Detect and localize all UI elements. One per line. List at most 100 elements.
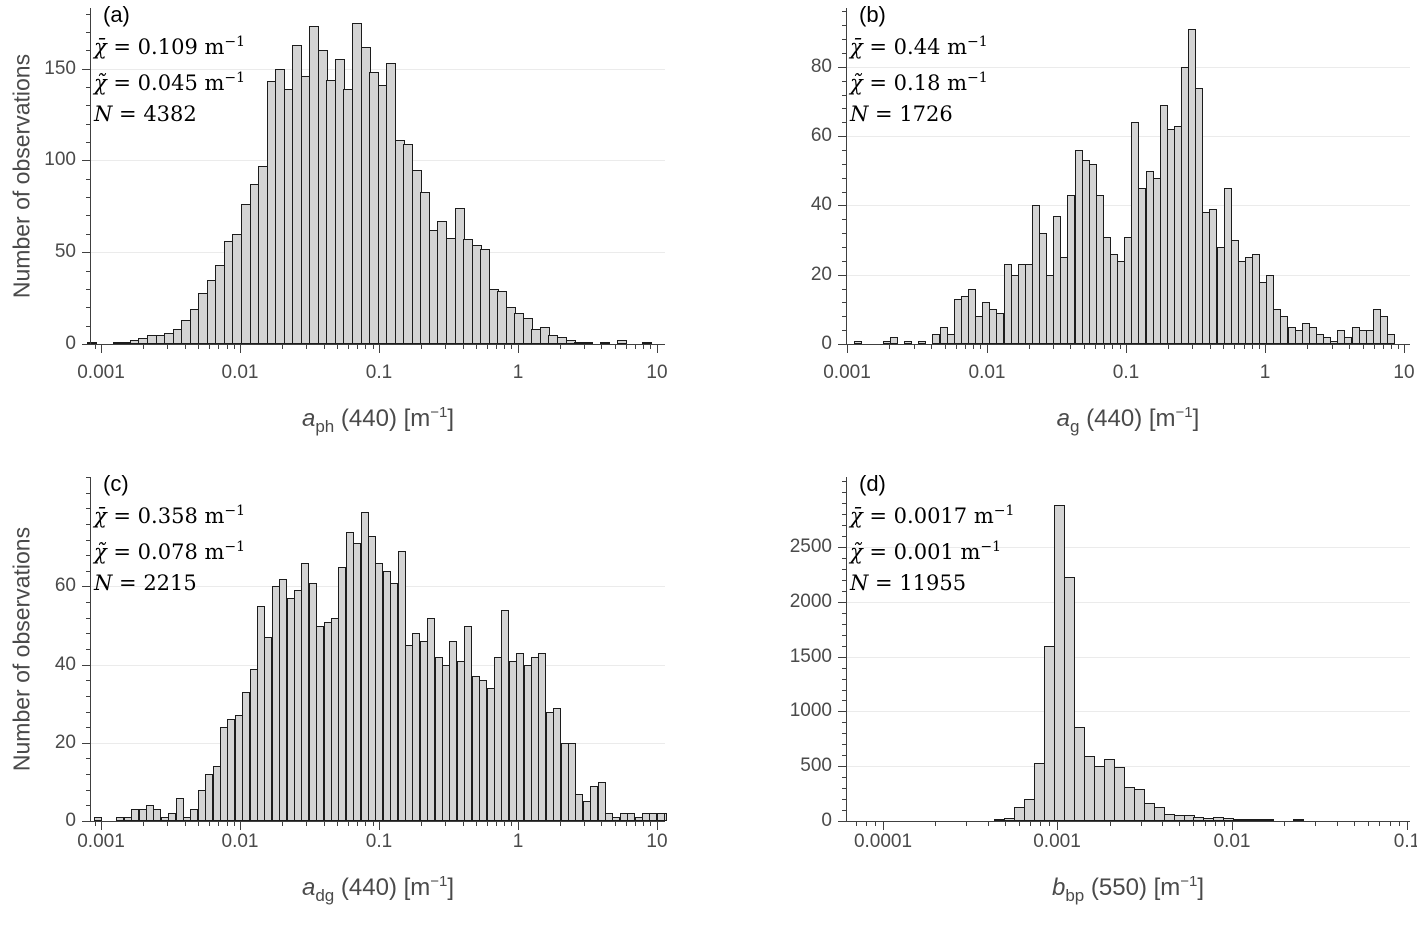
histogram-bar bbox=[649, 813, 657, 821]
y-minor-tick bbox=[842, 164, 846, 165]
y-minor-tick bbox=[842, 178, 846, 179]
histogram-bar bbox=[353, 543, 361, 821]
stats-line: N = 11955 bbox=[850, 571, 967, 595]
x-minor-tick bbox=[167, 345, 168, 349]
y-minor-tick bbox=[842, 755, 846, 756]
x-minor-tick bbox=[324, 822, 325, 826]
y-tick bbox=[838, 821, 846, 822]
x-minor-tick bbox=[635, 822, 636, 826]
stats-line: χ̃ = 0.18 m−1 bbox=[850, 70, 988, 95]
histogram-bar bbox=[918, 341, 926, 344]
x-minor-tick bbox=[866, 822, 867, 826]
stats-line: χ̃ = 0.001 m−1 bbox=[850, 539, 1002, 564]
y-minor-tick bbox=[86, 87, 90, 88]
y-tick-label: 0 bbox=[821, 333, 832, 354]
x-minor-tick bbox=[218, 822, 219, 826]
x-minor-tick bbox=[365, 345, 366, 349]
x-tick-label: 10 bbox=[1393, 362, 1415, 383]
x-minor-tick bbox=[445, 822, 446, 826]
x-minor-tick bbox=[348, 345, 349, 349]
y-minor-tick bbox=[842, 219, 846, 220]
histogram-bar bbox=[205, 774, 213, 821]
x-minor-tick bbox=[1349, 345, 1350, 349]
y-minor-tick bbox=[86, 477, 90, 478]
y-minor-tick bbox=[842, 492, 846, 493]
x-minor-tick bbox=[282, 345, 283, 349]
y-minor-tick bbox=[842, 733, 846, 734]
y-minor-tick bbox=[842, 481, 846, 482]
x-minor-tick bbox=[511, 822, 512, 826]
x-minor-tick bbox=[1337, 822, 1338, 826]
x-tick bbox=[1404, 345, 1405, 353]
x-minor-tick bbox=[1210, 345, 1211, 349]
y-tick-label: 20 bbox=[810, 264, 832, 285]
x-tick-label: 0.01 bbox=[221, 362, 259, 383]
x-minor-tick bbox=[560, 345, 561, 349]
histogram-bar bbox=[1280, 316, 1288, 344]
x-minor-tick bbox=[167, 822, 168, 826]
y-minor-tick bbox=[86, 32, 90, 33]
y-minor-tick bbox=[86, 618, 90, 619]
y-tick bbox=[82, 252, 90, 253]
histogram-bar bbox=[642, 342, 652, 344]
y-tick bbox=[838, 602, 846, 603]
x-tick bbox=[847, 345, 848, 353]
x-minor-tick bbox=[1215, 822, 1216, 826]
y-minor-tick bbox=[842, 261, 846, 262]
y-minor-tick bbox=[86, 307, 90, 308]
x-minor-tick bbox=[337, 345, 338, 349]
histogram-bar bbox=[501, 610, 509, 821]
x-minor-tick bbox=[1120, 345, 1121, 349]
x-minor-tick bbox=[980, 345, 981, 349]
y-minor-tick bbox=[86, 50, 90, 51]
x-minor-tick bbox=[1374, 345, 1375, 349]
y-axis-spine bbox=[90, 477, 91, 821]
x-minor-tick bbox=[956, 345, 957, 349]
y-tick-label: 1000 bbox=[789, 700, 832, 721]
histogram-bar bbox=[94, 817, 102, 821]
x-tick-label: 1 bbox=[1259, 362, 1271, 383]
stats-line: χ̄ = 0.109 m−1 bbox=[94, 34, 246, 59]
x-minor-tick bbox=[487, 345, 488, 349]
y-minor-tick bbox=[842, 613, 846, 614]
y-minor-tick bbox=[842, 558, 846, 559]
x-minor-tick bbox=[185, 345, 186, 349]
histogram-bar bbox=[612, 817, 620, 821]
histogram-bar bbox=[1380, 316, 1388, 344]
y-minor-tick bbox=[842, 810, 846, 811]
y-minor-tick bbox=[86, 289, 90, 290]
y-minor-tick bbox=[842, 722, 846, 723]
y-minor-tick bbox=[842, 690, 846, 691]
histogram-bar bbox=[1323, 337, 1331, 344]
y-minor-tick bbox=[86, 649, 90, 650]
y-tick bbox=[838, 275, 846, 276]
x-minor-tick bbox=[143, 822, 144, 826]
x-minor-tick bbox=[1368, 822, 1369, 826]
histogram-bar bbox=[1064, 577, 1075, 821]
y-minor-tick bbox=[842, 122, 846, 123]
y-tick-label: 60 bbox=[54, 575, 76, 596]
y-minor-tick bbox=[842, 316, 846, 317]
x-minor-tick bbox=[1049, 822, 1050, 826]
y-minor-tick bbox=[842, 624, 846, 625]
x-minor-tick bbox=[185, 822, 186, 826]
x-minor-tick bbox=[584, 822, 585, 826]
y-minor-tick bbox=[842, 777, 846, 778]
x-minor-tick bbox=[1053, 345, 1054, 349]
y-minor-tick bbox=[86, 179, 90, 180]
x-minor-tick bbox=[1141, 822, 1142, 826]
x-minor-tick bbox=[1379, 822, 1380, 826]
y-minor-tick bbox=[86, 271, 90, 272]
y-minor-tick bbox=[842, 646, 846, 647]
x-minor-tick bbox=[626, 345, 627, 349]
y-tick bbox=[82, 665, 90, 666]
x-minor-tick bbox=[1234, 345, 1235, 349]
x-minor-tick bbox=[496, 822, 497, 826]
x-minor-tick bbox=[584, 345, 585, 349]
y-tick bbox=[838, 67, 846, 68]
x-tick-label: 0.001 bbox=[77, 831, 125, 852]
x-tick-label: 10 bbox=[646, 362, 668, 383]
x-minor-tick bbox=[337, 822, 338, 826]
x-minor-tick bbox=[234, 345, 235, 349]
